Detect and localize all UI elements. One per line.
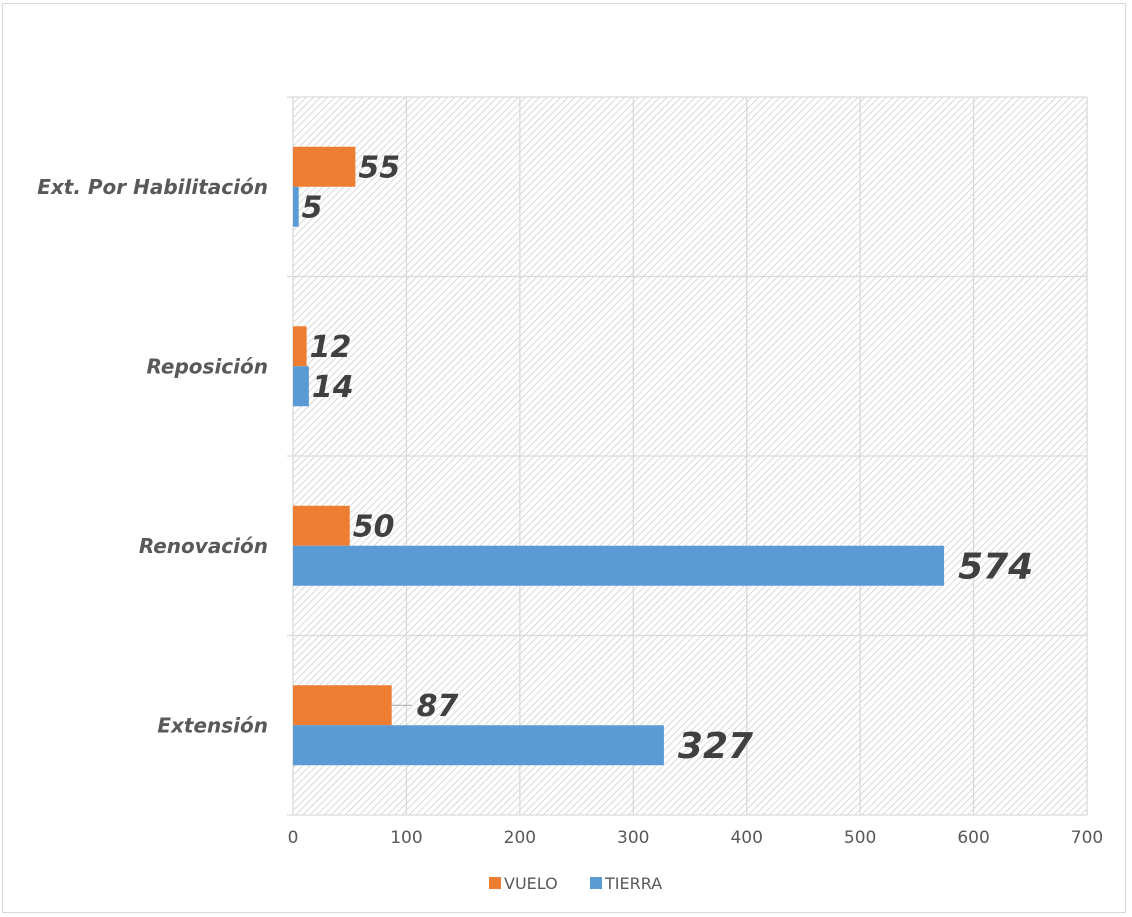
gridlines [287, 96, 1088, 816]
x-tick-label: 0 [288, 828, 299, 848]
data-label-vuelo: 50 [353, 510, 395, 545]
tick-labels-group: 0 100 200 300 400 500 600 700 [288, 828, 1104, 848]
bar-vuelo [293, 685, 392, 726]
bar-vuelo [293, 146, 356, 187]
legend: VUELO TIERRA [489, 874, 662, 893]
x-tick-label: 600 [957, 828, 989, 848]
x-tick-label: 100 [390, 828, 422, 848]
legend-label-vuelo: VUELO [504, 874, 558, 893]
data-label-tierra: 327 [678, 726, 753, 767]
x-tick-label: 300 [617, 828, 649, 848]
x-tick-label: 700 [1071, 828, 1103, 848]
x-tick-label: 500 [844, 828, 876, 848]
bar-tierra [293, 366, 309, 407]
category-label: Renovación [139, 534, 268, 558]
bar-vuelo [293, 505, 350, 546]
x-tick-label: 400 [730, 828, 762, 848]
data-label-vuelo: 55 [358, 151, 400, 186]
bar-tierra [293, 545, 945, 586]
category-label: Extensión [157, 713, 268, 737]
bar-tierra [293, 725, 664, 766]
legend-label-tierra: TIERRA [604, 874, 662, 893]
legend-swatch-vuelo [489, 877, 501, 889]
data-label-vuelo: 12 [310, 330, 352, 365]
data-label-vuelo: 87 [417, 689, 459, 724]
legend-swatch-tierra [590, 877, 602, 889]
data-label-tierra: 574 [958, 547, 1033, 588]
data-label-tierra: 14 [312, 370, 354, 405]
data-label-tierra: 5 [302, 191, 323, 226]
category-labels-group: Ext. Por Habilitación Reposición Renovació… [37, 175, 268, 738]
x-tick-label: 200 [504, 828, 536, 848]
category-label: Ext. Por Habilitación [37, 175, 268, 199]
category-label: Reposición [147, 354, 268, 378]
bars-group [293, 146, 945, 766]
bar-tierra [293, 186, 299, 227]
bar-vuelo [293, 326, 307, 367]
